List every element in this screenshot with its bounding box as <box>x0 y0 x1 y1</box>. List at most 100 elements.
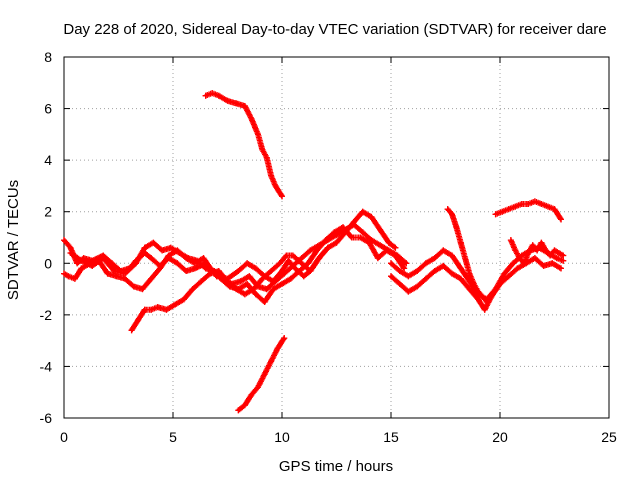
data-point <box>475 288 482 295</box>
y-tick-label: 0 <box>44 255 52 271</box>
y-tick-label: -2 <box>40 307 53 323</box>
data-point <box>350 219 357 225</box>
series-track-f <box>235 335 288 414</box>
data-point <box>215 268 222 274</box>
series-track-i <box>444 206 490 305</box>
data-point <box>457 239 464 246</box>
data-point <box>374 255 381 262</box>
data-point <box>224 97 231 104</box>
data-point <box>401 265 408 272</box>
data-point <box>154 304 161 311</box>
data-point <box>507 237 514 244</box>
data-point <box>440 262 447 269</box>
data-point <box>74 260 81 267</box>
data-point <box>165 252 172 259</box>
data-point <box>540 262 547 269</box>
data-point <box>285 257 292 264</box>
data-point <box>316 242 323 249</box>
data-point <box>132 260 139 267</box>
data-point <box>150 239 157 246</box>
data-point <box>538 239 545 246</box>
data-point <box>279 280 285 287</box>
data-point <box>403 260 410 267</box>
data-point <box>414 283 421 290</box>
data-point <box>276 260 283 267</box>
data-point <box>394 252 401 259</box>
data-point <box>244 260 251 267</box>
data-point <box>553 255 560 262</box>
series-trail <box>235 335 288 414</box>
data-point <box>324 237 331 244</box>
data-point <box>135 317 142 323</box>
y-tick-label: -6 <box>40 410 53 426</box>
data-point <box>547 252 554 259</box>
data-point <box>141 244 148 251</box>
data-point <box>385 239 392 246</box>
data-point <box>529 242 536 249</box>
data-point <box>449 252 455 259</box>
data-point <box>268 358 275 365</box>
data-point <box>560 252 567 259</box>
series-track-e <box>202 90 285 200</box>
data-point <box>163 306 170 313</box>
data-point <box>141 306 148 313</box>
data-point <box>388 260 394 267</box>
data-point <box>422 260 429 267</box>
data-point <box>241 402 248 409</box>
data-point <box>104 270 111 277</box>
series-track-c <box>67 221 410 293</box>
data-point <box>516 255 523 262</box>
data-point <box>128 327 135 334</box>
data-point <box>71 275 78 282</box>
data-point <box>483 299 490 305</box>
data-point <box>462 255 469 262</box>
data-point <box>202 92 209 99</box>
data-point <box>560 257 567 264</box>
data-point <box>167 244 174 251</box>
data-point <box>514 265 521 272</box>
data-point <box>233 100 240 107</box>
data-point <box>388 273 394 280</box>
data-point <box>512 247 519 254</box>
data-point <box>479 293 486 300</box>
data-point <box>246 273 253 280</box>
data-point <box>405 273 412 280</box>
data-point <box>185 255 192 262</box>
data-point <box>224 278 231 285</box>
data-point <box>492 211 499 218</box>
data-point <box>499 208 506 215</box>
grid-lines <box>64 57 609 418</box>
data-point <box>521 260 527 267</box>
data-point <box>281 335 288 342</box>
data-point <box>180 296 187 303</box>
data-point <box>130 283 137 290</box>
data-point <box>296 268 303 274</box>
y-tick-label: 6 <box>44 101 52 117</box>
data-point <box>324 244 331 251</box>
data-point <box>305 260 312 267</box>
data-point <box>122 275 128 282</box>
data-point <box>283 252 290 259</box>
axis-ticks: 0 5 10 15 20 25 -6 -4 -2 0 2 4 6 8 <box>40 49 617 445</box>
data-point <box>61 237 67 244</box>
data-point <box>111 268 118 274</box>
data-point <box>65 273 72 280</box>
data-point <box>272 278 279 285</box>
data-point <box>148 275 155 282</box>
data-point <box>252 265 259 272</box>
data-point <box>263 154 270 161</box>
data-point <box>558 265 564 272</box>
data-point <box>377 226 384 233</box>
data-point <box>414 268 421 274</box>
data-point <box>252 291 259 298</box>
data-point <box>377 242 384 249</box>
data-point <box>440 247 447 254</box>
chart-title: Day 228 of 2020, Sidereal Day-to-day VTE… <box>63 21 606 38</box>
data-point <box>67 244 74 251</box>
data-point <box>453 224 460 231</box>
x-tick-label: 0 <box>60 429 68 445</box>
data-point <box>270 286 277 293</box>
data-point <box>255 384 261 391</box>
data-point <box>250 286 257 293</box>
